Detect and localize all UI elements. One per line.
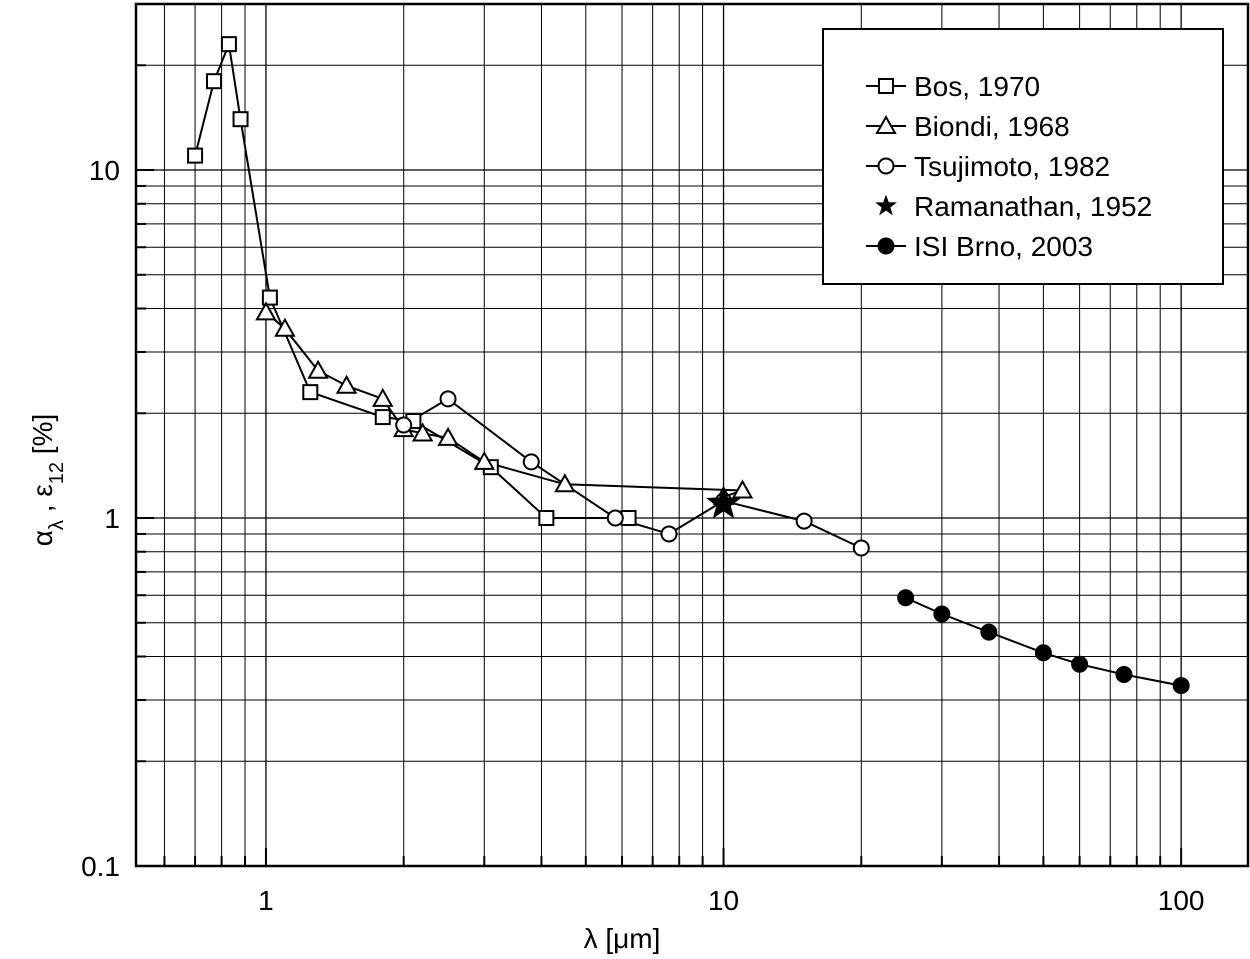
marker-triangle <box>335 374 358 394</box>
marker-triangle <box>554 473 576 493</box>
legend-label: Ramanathan, 1952 <box>914 191 1152 222</box>
y-tick-label: 0.1 <box>81 851 120 882</box>
y-label-alpha: α <box>27 530 58 546</box>
marker-circle-open <box>795 512 813 530</box>
marker-circle-open <box>522 453 540 471</box>
series-markers <box>187 36 1190 695</box>
y-axis-label: αλ , ε12 [%] <box>27 414 68 547</box>
marker-circle-filled <box>897 589 915 607</box>
legend: Bos, 1970 Biondi, 1968 Tsujimoto, 1982 Rama… <box>822 28 1224 285</box>
marker-square <box>232 111 249 128</box>
marker-star <box>706 485 742 519</box>
x-tick-label: 1 <box>258 885 274 916</box>
marker-circle-open <box>606 509 624 527</box>
marker-circle-filled <box>933 605 951 623</box>
marker-square <box>302 384 319 401</box>
marker-circle-open <box>660 525 678 543</box>
series-line <box>403 397 862 549</box>
marker-triangle <box>372 387 394 407</box>
marker-circle-open <box>439 390 457 408</box>
marker-square <box>187 147 204 164</box>
marker-square <box>220 36 237 53</box>
y-tick-label: 1 <box>104 503 120 534</box>
tick-labels: 1 10 100 0.1 1 10 <box>81 155 1204 916</box>
plot-frame <box>134 2 1250 868</box>
marker-square <box>206 73 223 90</box>
marker-triangle <box>411 422 434 442</box>
legend-label: Tsujimoto, 1982 <box>914 151 1110 182</box>
marker-square <box>261 289 278 306</box>
marker-circle-open <box>395 416 413 434</box>
marker-triangle <box>274 317 296 337</box>
marker-triangle <box>731 479 754 499</box>
y-label-epsilon: ε <box>27 484 58 496</box>
marker-square <box>878 78 894 94</box>
marker-triangle <box>255 301 277 321</box>
y-label-eps-sub: 12 <box>46 462 68 484</box>
marker-triangle <box>437 426 459 446</box>
marker-circle-filled <box>1172 677 1190 695</box>
y-tick-label: 10 <box>89 155 120 186</box>
legend-label: Biondi, 1968 <box>914 111 1070 142</box>
marker-circle-filled <box>1071 655 1089 673</box>
marker-square <box>374 409 391 426</box>
marker-star <box>875 194 897 216</box>
marker-circle-filled <box>1034 644 1052 662</box>
legend-label: ISI Brno, 2003 <box>914 231 1093 262</box>
x-axis-label: λ [μm] <box>584 923 661 954</box>
marker-triangle <box>473 450 495 470</box>
marker-circle-open <box>877 157 895 175</box>
y-label-lambda-sub: λ <box>46 520 68 530</box>
marker-circle-open <box>852 539 870 557</box>
marker-circle-filled <box>877 237 895 255</box>
series-line <box>265 311 743 498</box>
y-label-unit: [%] <box>27 414 58 462</box>
marker-triangle <box>307 359 329 379</box>
marker-circle-filled <box>1115 666 1133 684</box>
marker-circle-filled <box>980 623 998 641</box>
marker-square <box>538 510 555 527</box>
legend-label: Bos, 1970 <box>914 71 1040 102</box>
y-label-separator: , <box>27 497 58 520</box>
x-tick-label: 10 <box>708 885 739 916</box>
marker-triangle <box>875 114 897 134</box>
x-tick-label: 100 <box>1158 885 1205 916</box>
series-line <box>194 40 629 519</box>
tick-marks <box>136 3 1183 867</box>
